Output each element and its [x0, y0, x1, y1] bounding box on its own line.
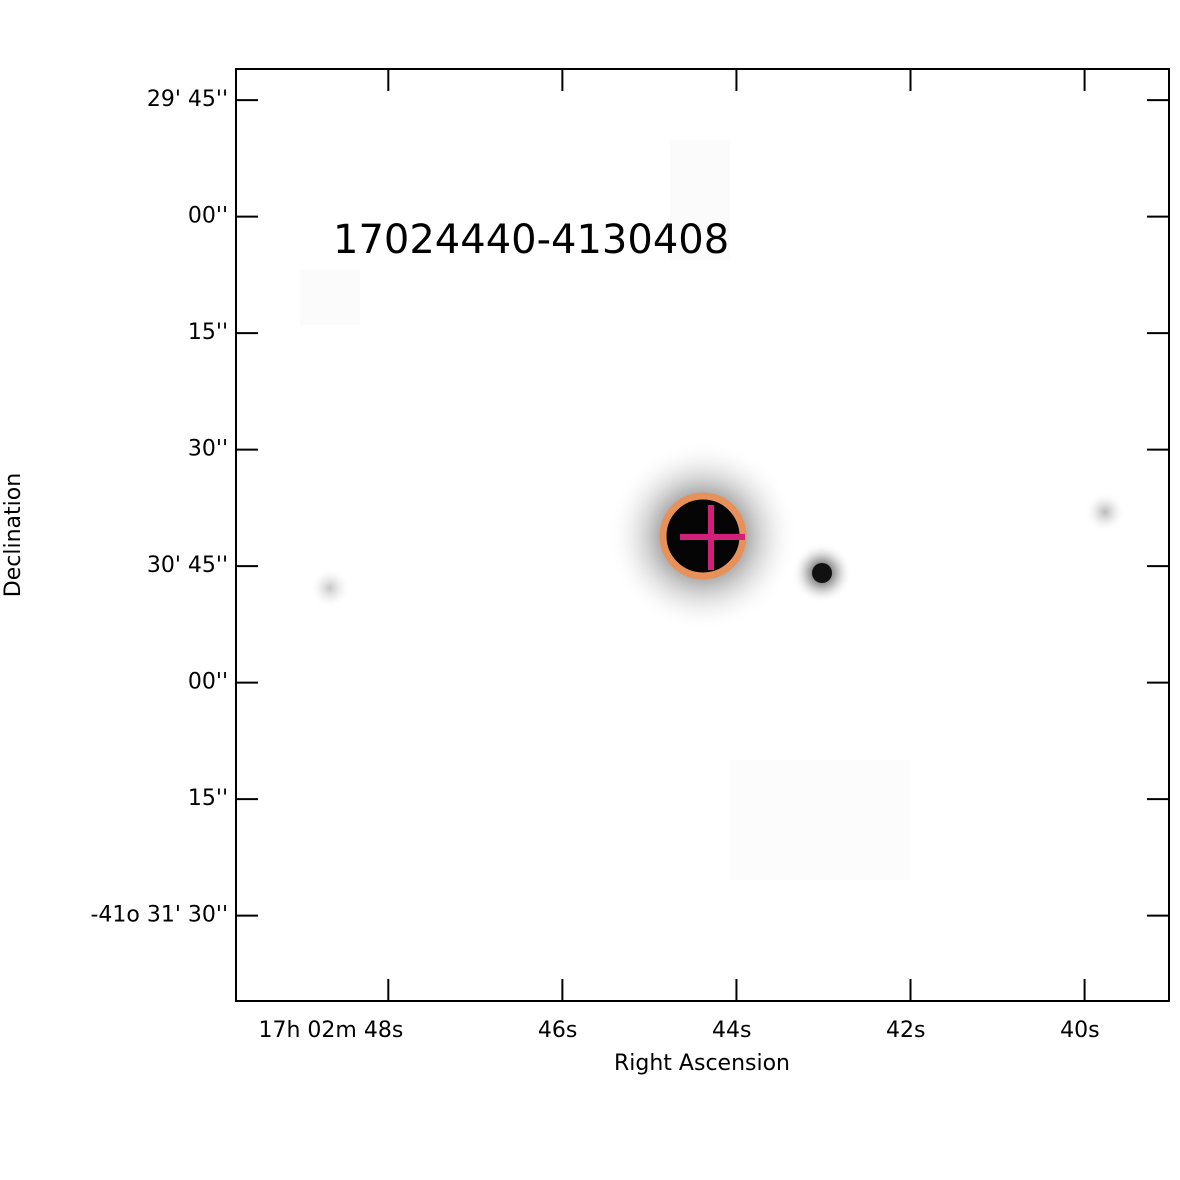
y-tick-label: 00'' [188, 204, 228, 229]
frame [235, 68, 1170, 1002]
noise [300, 270, 360, 325]
y-tick-label: 30' 45'' [147, 553, 228, 578]
star [310, 568, 350, 608]
y-tick-label: -41o 31' 30'' [90, 903, 228, 928]
x-tick-label: 40s [1060, 1018, 1099, 1043]
x-axis-label: Right Ascension [614, 1051, 790, 1076]
y-tick-label: 15'' [188, 786, 228, 811]
y-tick-label: 30'' [188, 437, 228, 462]
star [812, 563, 832, 583]
noise [730, 760, 910, 880]
x-tick-label: 17h 02m 48s [258, 1018, 403, 1043]
noise [670, 140, 730, 260]
star [1085, 492, 1125, 532]
y-axis-label: Declination [1, 473, 26, 597]
x-tick-label: 44s [712, 1018, 751, 1043]
y-tick-label: 00'' [188, 670, 228, 695]
chart-title: 17024440-4130408 [333, 217, 729, 263]
y-tick-label: 29' 45'' [147, 87, 228, 112]
x-tick-label: 46s [538, 1018, 577, 1043]
x-tick-label: 42s [886, 1018, 925, 1043]
y-tick-label: 15'' [188, 320, 228, 345]
